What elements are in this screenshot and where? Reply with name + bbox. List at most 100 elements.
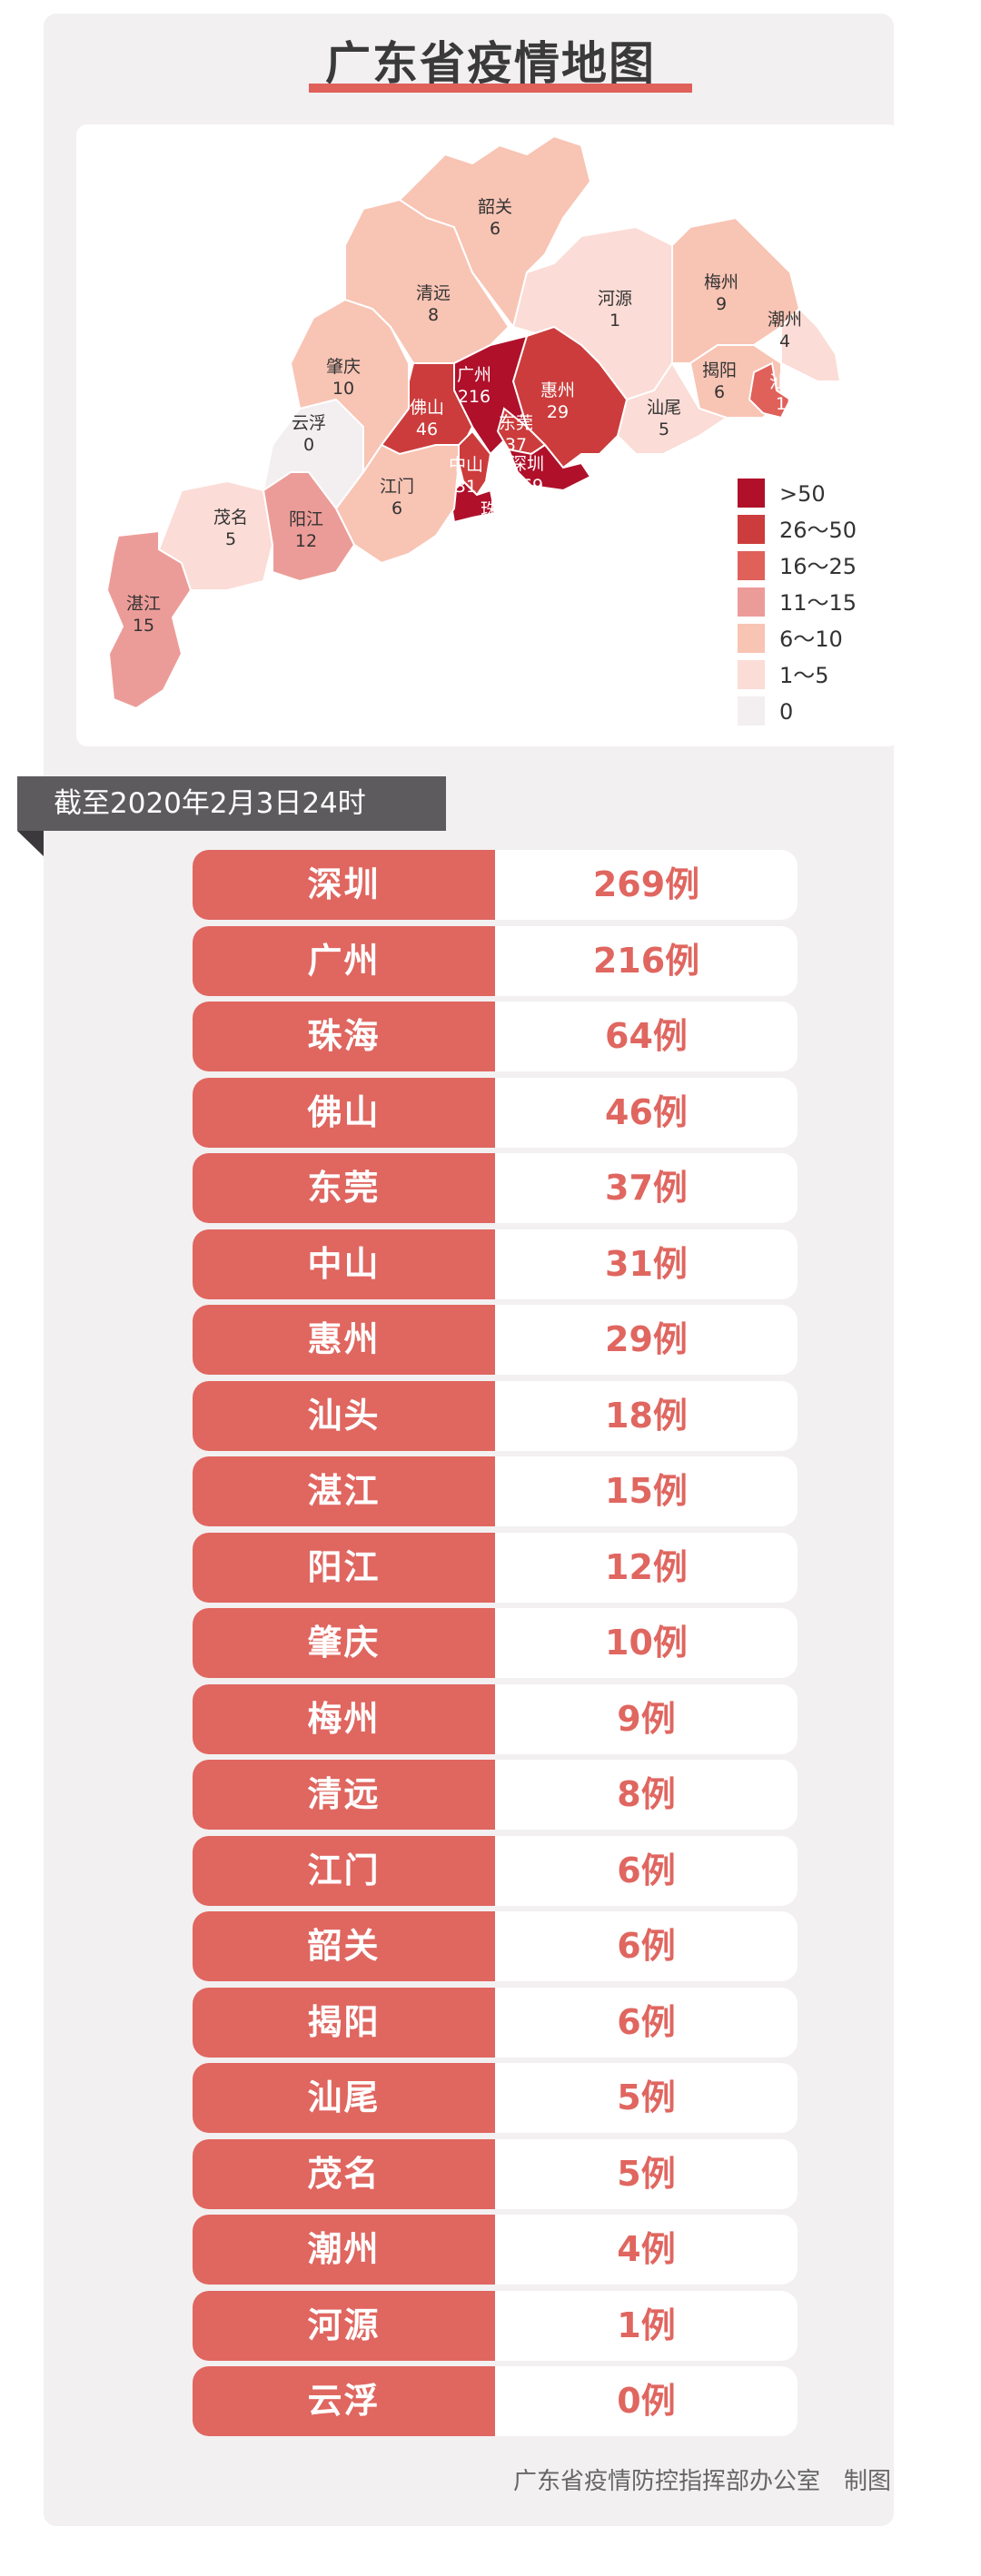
legend-swatch: [738, 660, 765, 689]
table-row: 惠州 29例: [193, 1305, 798, 1375]
region-shaoguan-name: 韶关: [478, 197, 512, 217]
case-count: 12例: [605, 1546, 688, 1587]
region-zhanjiang-name: 湛江: [126, 594, 161, 614]
date-banner: 截至2020年2月3日24时: [17, 776, 446, 831]
region-foshan-name: 佛山: [410, 398, 444, 418]
table-row: 揭阳 6例: [193, 1987, 798, 2058]
table-row: 江门 6例: [193, 1835, 798, 1906]
legend-label: 0: [779, 699, 793, 725]
city-name: 汕头: [193, 1380, 495, 1451]
legend-label: 16～25: [779, 554, 857, 579]
case-count: 29例: [605, 1319, 688, 1359]
table-row: 韶关 6例: [193, 1911, 798, 1981]
region-guangzhou-name: 广州: [457, 365, 491, 385]
case-count: 269例: [592, 864, 700, 904]
region-jiangmen-name: 江门: [380, 477, 414, 497]
legend-label: 11～15: [779, 590, 857, 616]
region-shenzhen-value: 269: [510, 476, 543, 496]
case-count: 64例: [605, 1016, 688, 1056]
region-shantou-name: 汕头: [769, 372, 804, 392]
case-count: 0例: [617, 2381, 676, 2421]
region-guangzhou-value: 216: [458, 387, 490, 407]
city-name: 清远: [193, 1760, 495, 1830]
region-maoming: [157, 479, 274, 591]
region-heyuan-value: 1: [609, 311, 620, 331]
region-meizhou-value: 9: [716, 294, 727, 314]
region-zhaoqing: [289, 298, 410, 476]
city-name: 珠海: [193, 1002, 495, 1071]
region-huizhou-value: 29: [547, 402, 569, 422]
banner-fold: [17, 831, 44, 856]
city-name: 韶关: [193, 1911, 495, 1981]
table-row: 珠海 64例: [193, 1002, 798, 1071]
legend-label: 6～10: [779, 627, 843, 652]
city-name: 揭阳: [193, 1987, 495, 2058]
table-row: 东莞 37例: [193, 1153, 798, 1223]
city-name: 东莞: [193, 1153, 495, 1223]
region-chaozhou: [780, 307, 842, 382]
case-count: 31例: [605, 1243, 688, 1284]
table-row: 肇庆 10例: [193, 1608, 798, 1678]
region-shantou-value: 18: [776, 394, 798, 414]
case-count: 6例: [617, 2001, 676, 2042]
title-underline: [309, 84, 692, 93]
footer-credit: 广东省疫情防控指挥部办公室 制图: [512, 2468, 891, 2495]
legend-swatch: [738, 479, 765, 508]
city-name: 湛江: [193, 1456, 495, 1526]
region-yangjiang-value: 12: [295, 531, 317, 551]
legend-swatch: [738, 696, 765, 725]
case-count: 216例: [592, 940, 700, 981]
map-legend: >50 26～50 16～25 11～15 6～10 1～5 0: [738, 479, 857, 725]
city-name: 广州: [193, 925, 495, 996]
city-name: 肇庆: [193, 1608, 495, 1678]
region-zhanjiang-value: 15: [133, 616, 154, 636]
case-count: 46例: [605, 1091, 688, 1132]
region-shanwei-name: 汕尾: [647, 398, 681, 418]
city-name: 江门: [193, 1835, 495, 1906]
legend-label: >50: [779, 481, 826, 507]
legend-swatch: [738, 551, 765, 580]
table-row: 云浮 0例: [193, 2366, 798, 2436]
region-shanwei: [616, 361, 729, 455]
region-zhongshan: [458, 429, 492, 497]
region-dongguan-name: 东莞: [499, 413, 533, 433]
case-count: 5例: [617, 2078, 676, 2117]
page-title: 广东省疫情地图: [325, 37, 656, 90]
table-row: 中山 31例: [193, 1229, 798, 1299]
table-row: 清远 8例: [193, 1760, 798, 1830]
case-count: 15例: [605, 1471, 688, 1511]
region-chaozhou-value: 4: [779, 331, 790, 351]
legend-swatch: [738, 587, 765, 617]
region-dongguan-value: 37: [505, 435, 527, 455]
region-zhuhai-value: 64: [487, 521, 509, 541]
region-shanwei-value: 5: [659, 419, 669, 439]
case-count: 9例: [617, 1698, 676, 1739]
table-row: 佛山 46例: [193, 1077, 798, 1148]
table-row: 汕头 18例: [193, 1380, 798, 1451]
region-yangjiang-name: 阳江: [289, 509, 323, 529]
table-row: 湛江 15例: [193, 1456, 798, 1526]
region-chaozhou-name: 潮州: [768, 310, 802, 330]
region-qingyuan-value: 8: [428, 305, 439, 325]
region-huizhou-name: 惠州: [540, 380, 575, 400]
region-qingyuan: [344, 198, 510, 364]
case-count: 1例: [617, 2305, 676, 2345]
region-meizhou-name: 梅州: [704, 272, 738, 292]
city-name: 阳江: [193, 1532, 495, 1603]
city-name: 深圳: [193, 850, 495, 920]
region-shaoguan-value: 6: [490, 219, 500, 239]
city-name: 汕尾: [193, 2063, 495, 2133]
case-count: 8例: [617, 1774, 676, 1814]
region-jiangmen: [334, 443, 460, 565]
region-jieyang-name: 揭阳: [702, 360, 737, 380]
table-row: 深圳 269例: [193, 850, 798, 920]
region-zhaoqing-value: 10: [332, 379, 354, 399]
legend-swatch: [738, 515, 765, 544]
region-heyuan-name: 河源: [598, 289, 632, 309]
region-zhongshan-value: 31: [455, 477, 477, 497]
region-maoming-name: 茂名: [213, 508, 248, 528]
table-row: 汕尾 5例: [193, 2063, 798, 2133]
city-name: 潮州: [193, 2215, 495, 2285]
region-shenzhen: [507, 443, 592, 492]
